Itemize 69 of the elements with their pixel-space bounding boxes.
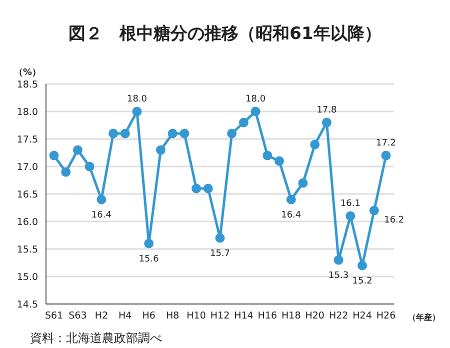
data-label: 17.2 [376, 138, 396, 148]
point [180, 128, 190, 138]
point [203, 184, 213, 194]
y-tick-label: 16.5 [16, 189, 38, 200]
x-tick-label: H2 [94, 310, 108, 322]
data-label: 18.0 [126, 94, 148, 104]
point [61, 167, 71, 177]
data-label: 18.0 [246, 94, 266, 104]
y-tick-label: 15.0 [16, 272, 38, 283]
point [96, 194, 106, 204]
point [215, 233, 225, 243]
x-tick-label: H22 [328, 310, 348, 322]
x-tick-label: H18 [282, 310, 301, 322]
point [132, 106, 142, 116]
text: 資料：北海道農政部調べ [30, 330, 162, 347]
point [84, 162, 94, 172]
y-tick-label: 17.0 [16, 162, 38, 173]
data-label: 15.7 [210, 249, 230, 259]
point [346, 211, 356, 221]
x-tick-label: H24 [352, 310, 372, 322]
point [156, 145, 166, 155]
point [286, 194, 296, 204]
x-tick-label: H26 [376, 310, 396, 322]
x-tick-label: H20 [305, 310, 324, 322]
x-tick-label: H6 [142, 310, 156, 322]
y-tick-label: 15.5 [16, 244, 38, 256]
point [168, 128, 178, 138]
x-tick-label: S63 [68, 310, 87, 322]
x-tick-label: H4 [118, 310, 132, 322]
point [310, 140, 320, 150]
point [334, 255, 344, 265]
point [120, 128, 130, 138]
data-label: 17.8 [316, 106, 338, 116]
data-label: 16.2 [384, 216, 404, 226]
x-tick-label: H12 [210, 310, 230, 322]
point [49, 150, 59, 160]
point [250, 106, 260, 116]
point [192, 184, 202, 194]
point [262, 150, 272, 160]
point [72, 145, 82, 155]
x-tick-label: H16 [258, 310, 278, 322]
y-tick-label: 18.0 [16, 106, 38, 118]
y-tick-label: 18.5 [16, 79, 38, 90]
point [322, 118, 332, 128]
x-axis-title: （年産） [408, 312, 440, 323]
x-tick-label: H14 [234, 310, 254, 322]
point [274, 156, 284, 166]
y-tick-label: 16.0 [16, 216, 38, 228]
point [108, 128, 118, 138]
data-label: 15.3 [328, 271, 349, 281]
x-tick-label: H8 [166, 310, 180, 322]
point [369, 206, 379, 216]
point [227, 128, 237, 138]
chart-title: 図２ 根中糖分の推移（昭和61年以降） [68, 23, 382, 45]
y-tick-label: 17.5 [16, 134, 38, 146]
point [144, 238, 154, 248]
data-label: 16.4 [281, 210, 302, 220]
point [381, 150, 391, 160]
point [238, 118, 248, 128]
x-tick-label: H10 [186, 310, 206, 322]
data-label: 16.1 [340, 199, 360, 209]
y-axis-title: （%） [14, 67, 42, 79]
data-label: 15.2 [352, 276, 372, 286]
point [298, 178, 308, 188]
y-tick-label: 14.5 [16, 299, 38, 310]
data-label: 15.6 [138, 254, 160, 264]
point [358, 260, 368, 270]
data-label: 16.4 [91, 210, 112, 220]
x-tick-label: S61 [44, 310, 64, 322]
